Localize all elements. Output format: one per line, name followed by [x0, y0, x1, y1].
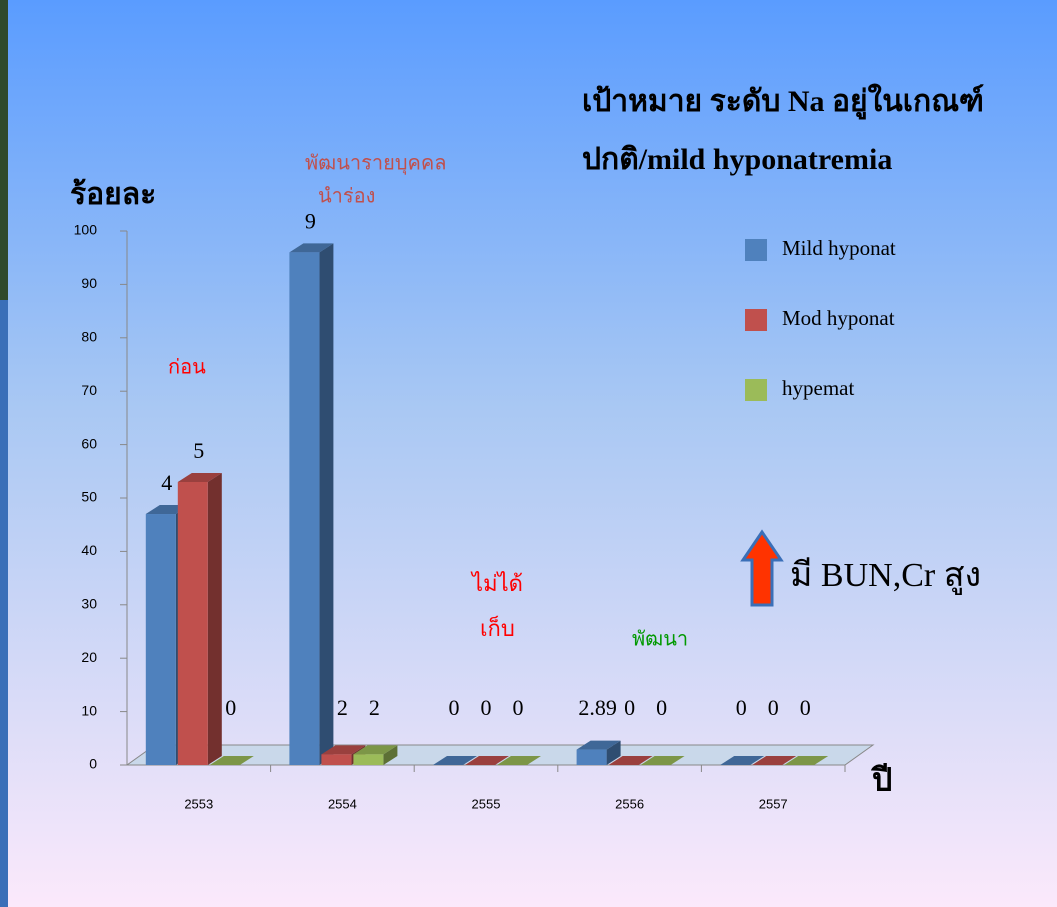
legend-swatch [745, 239, 767, 261]
left-edge-photo [0, 0, 8, 300]
data-label: 0 [624, 695, 635, 720]
y-tick-label: 90 [81, 275, 97, 291]
y-tick-label: 30 [81, 596, 97, 612]
data-label: 0 [449, 695, 460, 720]
annotation: ไม่ได้ [470, 571, 523, 597]
data-label: 0 [768, 695, 779, 720]
data-label: 2 [337, 695, 348, 720]
background [0, 0, 1057, 907]
y-tick-label: 70 [81, 382, 97, 398]
annotation: เก็บ [480, 614, 515, 642]
data-label: 4 [161, 470, 172, 495]
annotation: มี BUN,Cr สูง [790, 557, 981, 595]
data-label: 2 [369, 695, 380, 720]
y-tick-label: 80 [81, 329, 97, 345]
y-tick-label: 40 [81, 542, 97, 558]
title-line: ปกติ/mild hyponatremia [582, 143, 892, 176]
data-label: 2.89 [578, 695, 617, 720]
data-label: 0 [513, 695, 524, 720]
y-tick-label: 10 [81, 702, 97, 718]
y-tick-label: 0 [89, 756, 97, 772]
legend-label: hypemat [782, 376, 854, 400]
x-tick-label: 2553 [184, 796, 213, 811]
annotation: นำร่อง [318, 184, 375, 208]
y-tick-label: 100 [74, 222, 98, 238]
bar [146, 514, 176, 765]
y-axis-label: ร้อยละ [70, 178, 156, 211]
data-label: 0 [736, 695, 747, 720]
y-tick-label: 50 [81, 489, 97, 505]
legend-label: Mod hyponat [782, 306, 895, 330]
bar [289, 252, 319, 765]
bar [577, 750, 607, 765]
data-label: 0 [800, 695, 811, 720]
bar [178, 482, 208, 765]
bar [321, 754, 351, 765]
legend-swatch [745, 309, 767, 331]
bar [353, 754, 383, 765]
x-tick-label: 2555 [472, 796, 501, 811]
data-label: 0 [656, 695, 667, 720]
y-tick-label: 20 [81, 649, 97, 665]
data-label: 0 [481, 695, 492, 720]
x-tick-label: 2556 [615, 796, 644, 811]
annotation: พัฒนารายบุคคล [305, 151, 447, 176]
chart: เป้าหมาย ระดับ Na อยู่ในเกณฑ์ ปกติ/mild … [0, 0, 1057, 907]
data-label: 5 [193, 438, 204, 463]
x-tick-label: 2554 [328, 796, 357, 811]
x-tick-label: 2557 [759, 796, 788, 811]
bar-side [319, 243, 333, 765]
legend-label: Mild hyponat [782, 236, 896, 260]
annotation: ก่อน [168, 355, 206, 379]
y-tick-label: 60 [81, 435, 97, 451]
annotation: พัฒนา [632, 627, 688, 651]
title-line: เป้าหมาย ระดับ Na อยู่ในเกณฑ์ [582, 83, 984, 120]
x-axis-label: ปี [870, 761, 892, 797]
data-label: 0 [225, 695, 236, 720]
bar-side [208, 473, 222, 765]
data-label: 9 [305, 208, 316, 233]
legend-swatch [745, 379, 767, 401]
